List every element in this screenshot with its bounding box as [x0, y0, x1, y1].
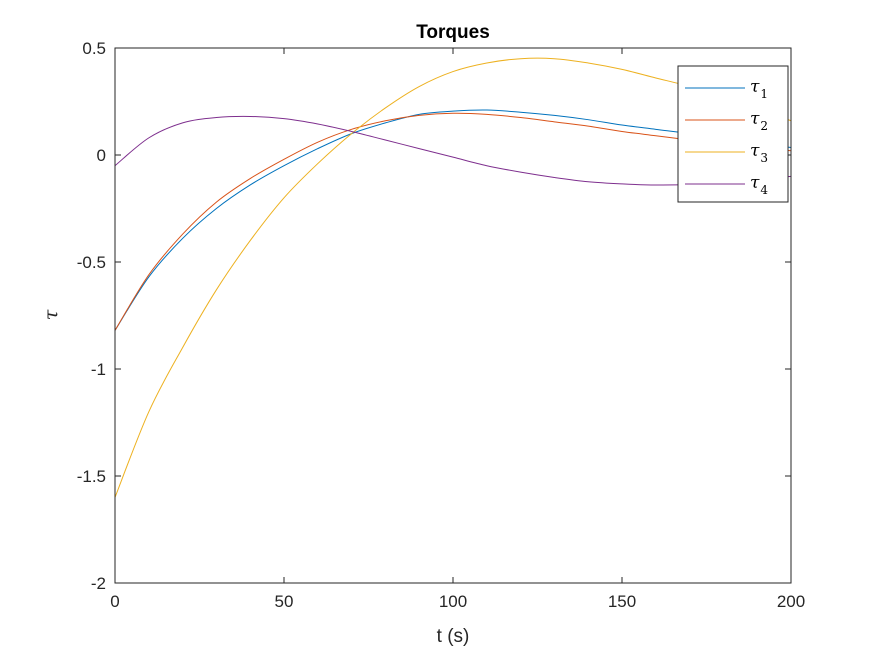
x-tick-label: 0 [110, 592, 119, 611]
legend-entry-symbol: τ [750, 109, 760, 129]
y-axis-label: τ [40, 309, 62, 320]
legend-entry-symbol: τ [750, 77, 760, 97]
legend-entry-tau-1: τ1 [750, 77, 768, 101]
legend-entry-subscript: 3 [760, 151, 768, 165]
y-tick-label: -2 [91, 574, 106, 593]
y-tick-label: 0.5 [82, 39, 106, 58]
legend-entry-subscript: 2 [760, 119, 768, 133]
legend-entry-tau-3: τ3 [750, 141, 768, 165]
y-axis: -2 -1.5 -1 -0.5 0 0.5 [77, 39, 791, 593]
legend-entry-tau-4: τ4 [750, 173, 768, 197]
y-tick-label: -1.5 [77, 467, 106, 486]
x-axis-label: t (s) [437, 626, 470, 647]
x-tick-label: 150 [608, 592, 636, 611]
y-tick-label: -0.5 [77, 253, 106, 272]
series-line-tau-3 [114, 57, 792, 498]
y-tick-label: 0 [97, 146, 106, 165]
x-tick-label: 50 [275, 592, 294, 611]
legend-entry-subscript: 1 [760, 87, 768, 101]
legend-entry-subscript: 4 [760, 183, 768, 197]
y-tick-label: -1 [91, 360, 106, 379]
x-tick-label: 100 [439, 592, 467, 611]
chart-title: Torques [416, 22, 490, 43]
legend-box [677, 65, 789, 203]
legend-entry-symbol: τ [750, 173, 760, 193]
x-tick-label: 200 [777, 592, 805, 611]
legend-entry-tau-2: τ2 [750, 109, 768, 133]
legend-entry-symbol: τ [750, 141, 760, 161]
x-axis: 0 50 100 150 200 [110, 48, 805, 611]
